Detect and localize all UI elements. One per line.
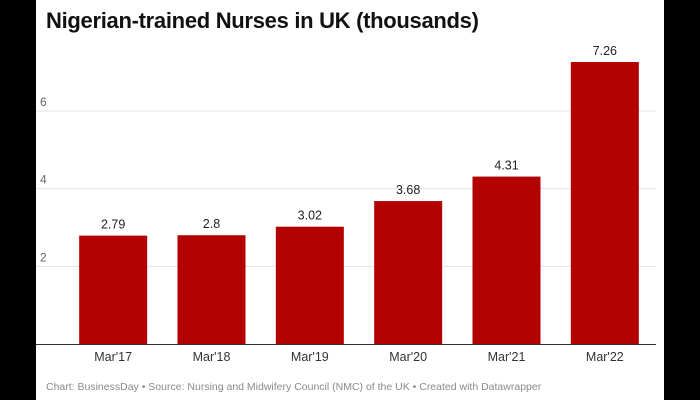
chart-title: Nigerian-trained Nurses in UK (thousands…: [46, 8, 479, 33]
y-tick-label: 4: [40, 173, 47, 187]
x-tick-label: Mar'22: [586, 350, 624, 364]
bar: [374, 201, 443, 344]
x-tick-label: Mar'18: [193, 350, 231, 364]
data-label: 3.68: [396, 183, 420, 197]
bar: [570, 62, 639, 344]
bar: [79, 235, 148, 344]
chart-footer: Chart: BusinessDay • Source: Nursing and…: [46, 381, 542, 393]
x-tick-label: Mar'17: [94, 350, 132, 364]
y-tick-label: 6: [40, 95, 47, 109]
data-label: 2.8: [203, 217, 220, 231]
bar: [177, 235, 246, 344]
data-label: 4.31: [494, 159, 518, 173]
bar: [275, 226, 344, 344]
data-label: 2.79: [101, 218, 125, 232]
data-label: 7.26: [593, 44, 617, 58]
x-tick-label: Mar'21: [488, 350, 526, 364]
data-label: 3.02: [298, 209, 322, 223]
bar-chart: 2 4 6 2.79 Mar'17 2.8 Mar'18 3.02 Mar'19 3.68 Mar'…: [36, 44, 656, 364]
bar: [472, 176, 541, 344]
y-tick-label: 2: [40, 250, 47, 264]
x-tick-label: Mar'19: [291, 350, 329, 364]
chart-panel: Nigerian-trained Nurses in UK (thousands…: [36, 0, 664, 400]
x-tick-label: Mar'20: [389, 350, 427, 364]
